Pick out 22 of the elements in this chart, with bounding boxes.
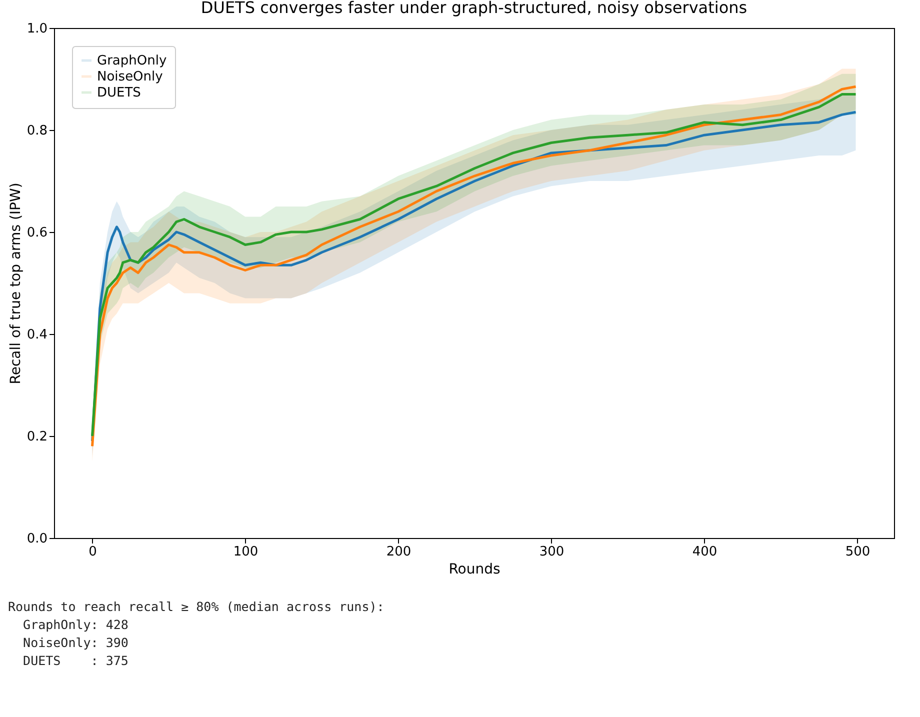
text: DUETS : 375 (22, 652, 130, 670)
x-axis-title: Rounds (448, 562, 500, 578)
x-tick-label: 200 (386, 544, 412, 560)
x-tick-label: 100 (233, 544, 258, 560)
y-tick-label: 0.6 (26, 226, 48, 240)
x-tick-label: 0 (88, 544, 97, 560)
x-tick-label: 500 (845, 544, 870, 560)
x-tick-label: 300 (539, 544, 564, 560)
text: GraphOnly: 428 (22, 616, 130, 634)
y-tick-label: 0.2 (26, 430, 48, 444)
legend-label: GraphOnly (97, 54, 167, 68)
y-tick-label: 0.8 (26, 124, 48, 138)
text: Rounds to reach recall ≥ 80% (median across runs): (8, 598, 386, 616)
chart-title: DUETS converges faster under graph-structured, noisy observations (200, 0, 748, 17)
legend-label: DUETS (97, 86, 141, 100)
y-axis-title: Recall of true top arms (IPW) (8, 182, 24, 384)
y-tick-label: 0.0 (26, 532, 48, 546)
x-tick-label: 400 (692, 544, 718, 560)
legend-label: NoiseOnly (97, 70, 164, 84)
y-tick-label: 0.4 (26, 328, 48, 342)
y-tick-label: 1.0 (26, 22, 48, 36)
text: NoiseOnly: 390 (22, 634, 130, 652)
